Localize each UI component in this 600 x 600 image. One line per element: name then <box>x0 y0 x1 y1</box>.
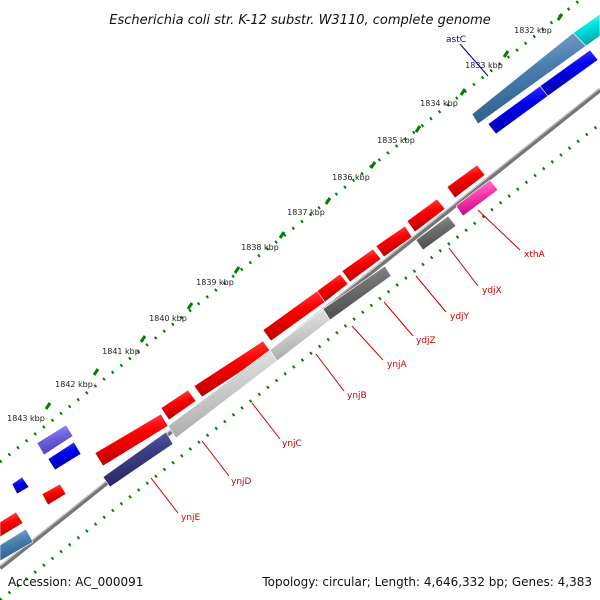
accession-text: Accession: AC_000091 <box>8 575 143 589</box>
kbp-tick-label: 1836 kbp <box>332 173 370 182</box>
kbp-tick-mark <box>139 335 147 343</box>
major-ticks: 1832 kbp 1833 kbp 1834 kbp 1835 kbp 1836 kbp… <box>7 13 564 423</box>
kbp-tick-mark <box>502 50 510 58</box>
kbp-tick-mark <box>278 231 286 239</box>
kbp-tick-label: 1840 kbp <box>149 314 187 323</box>
gene-label: ydjX <box>482 286 502 296</box>
kbp-tick-label: 1839 kbp <box>196 278 234 287</box>
kbp-tick-label: 1837 kbp <box>287 208 325 217</box>
feature-track <box>0 13 600 562</box>
gene-label: ynjE <box>181 513 201 523</box>
feature-block <box>446 164 486 199</box>
feature-block <box>0 511 24 538</box>
gene-label: ydjY <box>450 312 470 322</box>
gene-leader-line <box>459 43 489 77</box>
feature-block <box>455 179 499 217</box>
kbp-tick-label: 1833 kbp <box>465 61 503 70</box>
feature-block <box>167 349 278 439</box>
feature-block <box>11 476 30 495</box>
kbp-tick-label: 1841 kbp <box>102 347 140 356</box>
gene-leader-line <box>477 209 521 251</box>
feature-block <box>94 413 169 467</box>
feature-block <box>102 431 174 488</box>
kbp-tick-mark <box>44 402 52 410</box>
kbp-tick-mark <box>556 13 564 21</box>
feature-block <box>41 483 67 506</box>
gene-label: xthA <box>524 250 546 260</box>
kbp-tick-label: 1834 kbp <box>420 99 458 108</box>
gene-leader-line <box>251 402 281 440</box>
kbp-tick-mark <box>92 368 100 376</box>
gene-label: ydjZ <box>416 336 436 346</box>
gene-leader-line <box>201 440 230 477</box>
gene-label: ynjB <box>347 391 367 401</box>
feature-block <box>0 528 34 562</box>
feature-block <box>415 215 457 251</box>
kbp-tick-label: 1843 kbp <box>7 414 45 423</box>
gene-labels: astC xthA ydjX ydjY ydjZ ynjA ynjB ynjC ynjD ynjE <box>150 35 546 523</box>
feature-block <box>539 49 599 97</box>
gene-leader-line <box>315 353 345 392</box>
kbp-tick-mark <box>324 197 332 205</box>
kbp-tick-label: 1838 kbp <box>241 243 279 252</box>
gene-label: ynjD <box>231 477 252 487</box>
gene-leader-line <box>383 301 414 337</box>
outer-tick-ruler <box>0 0 583 464</box>
feature-block <box>341 248 382 283</box>
feature-block <box>36 424 74 456</box>
feature-block <box>406 198 446 233</box>
feature-block <box>262 290 326 342</box>
gene-leader-line <box>448 247 479 287</box>
feature-block <box>375 225 413 258</box>
kbp-tick-mark <box>233 266 241 274</box>
kbp-tick-mark <box>369 161 377 169</box>
map-title: Escherichia coli str. K-12 substr. W3110… <box>109 13 490 28</box>
gene-leader-line <box>150 477 179 514</box>
gene-leader-line <box>351 325 384 361</box>
feature-block <box>471 32 587 125</box>
kbp-tick-mark <box>414 125 422 133</box>
feature-block <box>47 441 82 471</box>
kbp-tick-label: 1842 kbp <box>55 380 93 389</box>
kbp-tick-mark <box>186 302 194 310</box>
topology-summary: Topology: circular; Length: 4,646,332 bp… <box>261 575 592 589</box>
gene-label: ynjC <box>282 439 302 449</box>
kbp-tick-label: 1835 kbp <box>377 136 415 145</box>
feature-block <box>160 389 197 421</box>
inner-tick-ruler <box>0 122 600 600</box>
gene-leader-line <box>415 275 447 313</box>
kbp-tick-mark <box>459 88 467 96</box>
kbp-tick-label: 1832 kbp <box>514 26 552 35</box>
gene-label: ynjA <box>387 360 408 370</box>
gene-label: astC <box>446 35 466 45</box>
